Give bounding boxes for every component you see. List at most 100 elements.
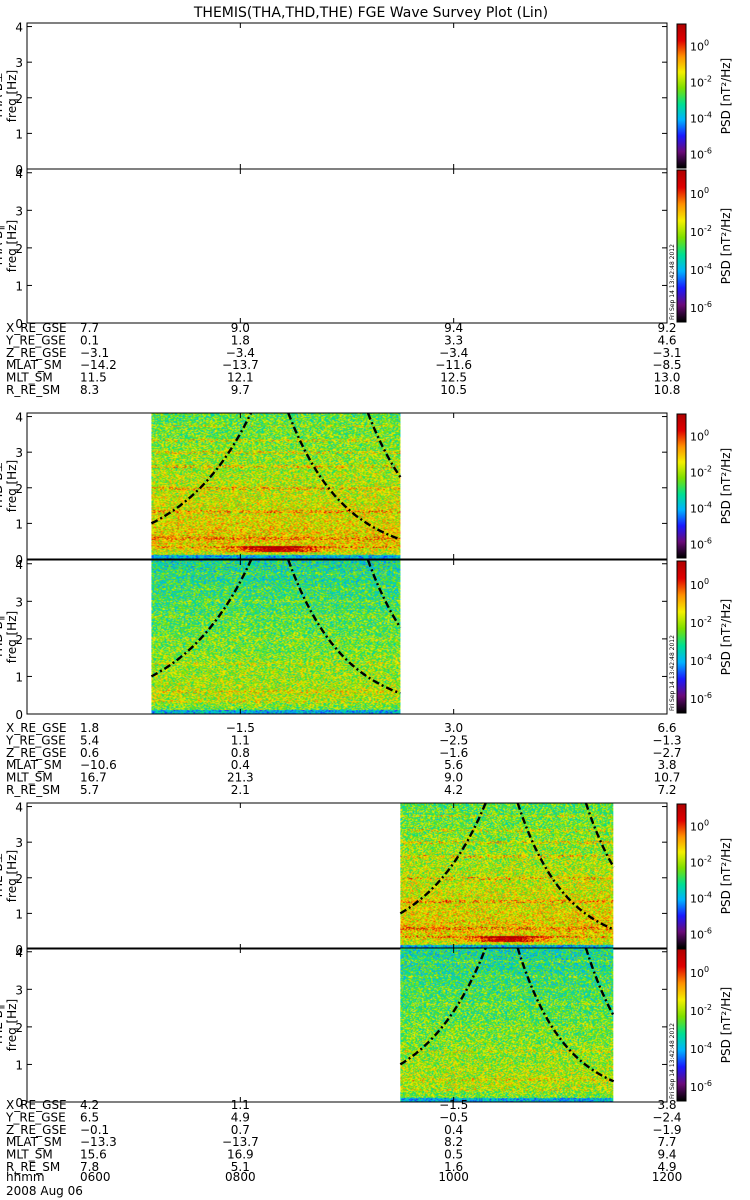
characteristic-curve	[366, 559, 402, 629]
ephemeris-value: 3.0	[444, 721, 463, 735]
y-tick-label: 4	[15, 167, 23, 181]
colorbar: 10-6 10-4 10-2 100 PSD [nT²/Hz]	[676, 803, 733, 949]
y-tick-label: 1	[15, 517, 23, 531]
colorbar-tick-label: 10-4	[690, 262, 712, 277]
spectrogram-panel: 0 1 2 3 4 THE B∥ freq [Hz] 10-6 10-4 10-2 100 PSD […	[0, 946, 733, 1110]
y-axis-label: freq [Hz]	[5, 220, 19, 272]
ephemeris-row-name: Z_RE_GSE	[6, 346, 67, 360]
ephemeris-row-name: MLAT_SM	[6, 358, 62, 372]
colorbar-tick-label: 100	[690, 965, 709, 980]
panel-frame	[26, 802, 668, 950]
colorbar-frame	[676, 803, 687, 949]
colorbar: 10-6 10-4 10-2 100 PSD [nT²/Hz] Fri Sep 14 13…	[669, 169, 733, 323]
colorbar-tick-label: 10-6	[690, 691, 712, 706]
y-tick-label: 3	[15, 983, 23, 997]
panel-label: THD B⊥	[0, 462, 5, 511]
y-tick-label: 2	[15, 633, 23, 647]
ephemeris-value: 9.4	[444, 321, 463, 335]
panel-label: THA B∥	[0, 225, 5, 269]
colorbar-tick-label: 10-4	[690, 501, 712, 516]
panel-frame	[26, 559, 668, 715]
y-tick-label: 1	[15, 1058, 23, 1072]
ephemeris-value: 5.1	[231, 1160, 250, 1174]
ephemeris-value: 9.2	[657, 321, 676, 335]
spectrogram-panel: 0 1 2 3 4 THA B∥ freq [Hz] 10-6 10-4 10-2 100 PSD […	[0, 167, 733, 331]
colorbar-tick-label: 10-4	[690, 111, 712, 126]
spectrogram-panel: 0 1 2 3 4 THE B⊥ freq [Hz] 10-6 10-4 10-2 100 PSD […	[0, 801, 733, 957]
ephemeris-row-name: Z_RE_GSE	[6, 1123, 67, 1137]
ephemeris-value: 9.0	[231, 321, 250, 335]
colorbar-label: PSD [nT²/Hz]	[719, 58, 733, 134]
y-tick-label: 3	[15, 446, 23, 460]
characteristic-curve	[516, 802, 615, 931]
panel-frame	[26, 947, 668, 1103]
colorbar-label: PSD [nT²/Hz]	[719, 838, 733, 914]
colorbar-gradient	[677, 414, 686, 558]
ephemeris-layer: X_RE_GSE 7.7 9.0 9.4 9.2 Y_RE_GSE 0.1 1.8 3.3 4.6…	[5, 321, 682, 1174]
time-tick-labels: 0600 0800 1000 1200	[80, 1170, 682, 1184]
ephemeris-value: 10.5	[440, 383, 467, 397]
colorbar-tick-label: 10-2	[690, 465, 712, 480]
y-tick-label: 2	[15, 482, 23, 496]
ephemeris-row-name: R_RE_SM	[6, 1160, 60, 1174]
ephemeris-value: 1.1	[231, 733, 250, 747]
panel-frame	[26, 168, 668, 324]
ephemeris-value: −3.4	[226, 346, 255, 360]
colorbar-gradient	[677, 170, 686, 322]
y-tick-label: 4	[15, 558, 23, 572]
panel-label: THA B⊥	[0, 72, 5, 120]
ephemeris-value: 10.7	[654, 771, 681, 785]
time-axis-label: hhmm	[6, 1170, 45, 1184]
ephemeris-value: −3.1	[80, 346, 109, 360]
ephemeris-value: 4.9	[657, 1160, 676, 1174]
y-tick-label: 0	[15, 943, 23, 957]
colorbar-frame	[676, 169, 687, 323]
ephemeris-value: 9.0	[444, 771, 463, 785]
ephemeris-value: 1.8	[231, 333, 250, 347]
ephemeris-value: 3.8	[657, 758, 676, 772]
ephemeris-value: −0.1	[80, 1123, 109, 1137]
y-tick-label: 0	[15, 708, 23, 722]
colorbar-tick-label: 100	[690, 39, 709, 54]
ephemeris-value: −2.4	[652, 1110, 681, 1124]
ephemeris-value: 7.2	[657, 783, 676, 797]
colorbar-tick-label: 10-2	[690, 855, 712, 870]
ephemeris-value: −13.7	[222, 1135, 259, 1149]
y-tick-label: 1	[15, 127, 23, 141]
y-axis-label: freq [Hz]	[5, 460, 19, 512]
colorbar-label: PSD [nT²/Hz]	[719, 599, 733, 675]
y-tick-label: 2	[15, 1021, 23, 1035]
ephemeris-value: 9.4	[657, 1148, 676, 1162]
ephemeris-value: 4.2	[444, 783, 463, 797]
ephemeris-value: 3.8	[657, 1098, 676, 1112]
colorbar-tick-label: 100	[690, 186, 709, 201]
y-tick-label: 3	[15, 56, 23, 70]
colorbar-frame	[676, 413, 687, 559]
characteristic-curve	[399, 947, 487, 1066]
characteristic-curve	[150, 559, 253, 678]
colorbar-gradient	[677, 561, 686, 713]
ephemeris-row-name: R_RE_SM	[6, 783, 60, 797]
time-tick-label: 1200	[652, 1170, 683, 1184]
ephemeris-value: 3.3	[444, 333, 463, 347]
y-tick-label: 3	[15, 204, 23, 218]
colorbar-tick-label: 10-2	[690, 224, 712, 239]
colorbar-tick-label: 10-2	[690, 615, 712, 630]
colorbar-frame	[676, 560, 687, 714]
ephemeris-value: −1.9	[652, 1123, 681, 1137]
plot-date: 2008 Aug 06	[6, 1184, 83, 1198]
y-tick-label: 4	[15, 801, 23, 815]
y-tick-label: 1	[15, 279, 23, 293]
ephemeris-table: X_RE_GSE 4.2 1.1 −1.5 3.8 Y_RE_GSE 6.5 4.9 −0.5 −…	[5, 1098, 682, 1174]
characteristic-curve	[584, 947, 615, 1017]
colorbar-tick-label: 10-2	[690, 1003, 712, 1018]
spectrogram-image	[151, 413, 401, 559]
y-tick-label: 3	[15, 595, 23, 609]
ephemeris-row-name: Y_RE_GSE	[5, 333, 66, 347]
y-tick-label: 2	[15, 92, 23, 106]
plot-title: THEMIS(THA,THD,THE) FGE Wave Survey Plot…	[193, 5, 548, 21]
time-tick-label: 1000	[438, 1170, 469, 1184]
ephemeris-value: 0.4	[444, 1123, 463, 1137]
spectrogram-image	[400, 948, 614, 1102]
ephemeris-value: 0.5	[444, 1148, 463, 1162]
